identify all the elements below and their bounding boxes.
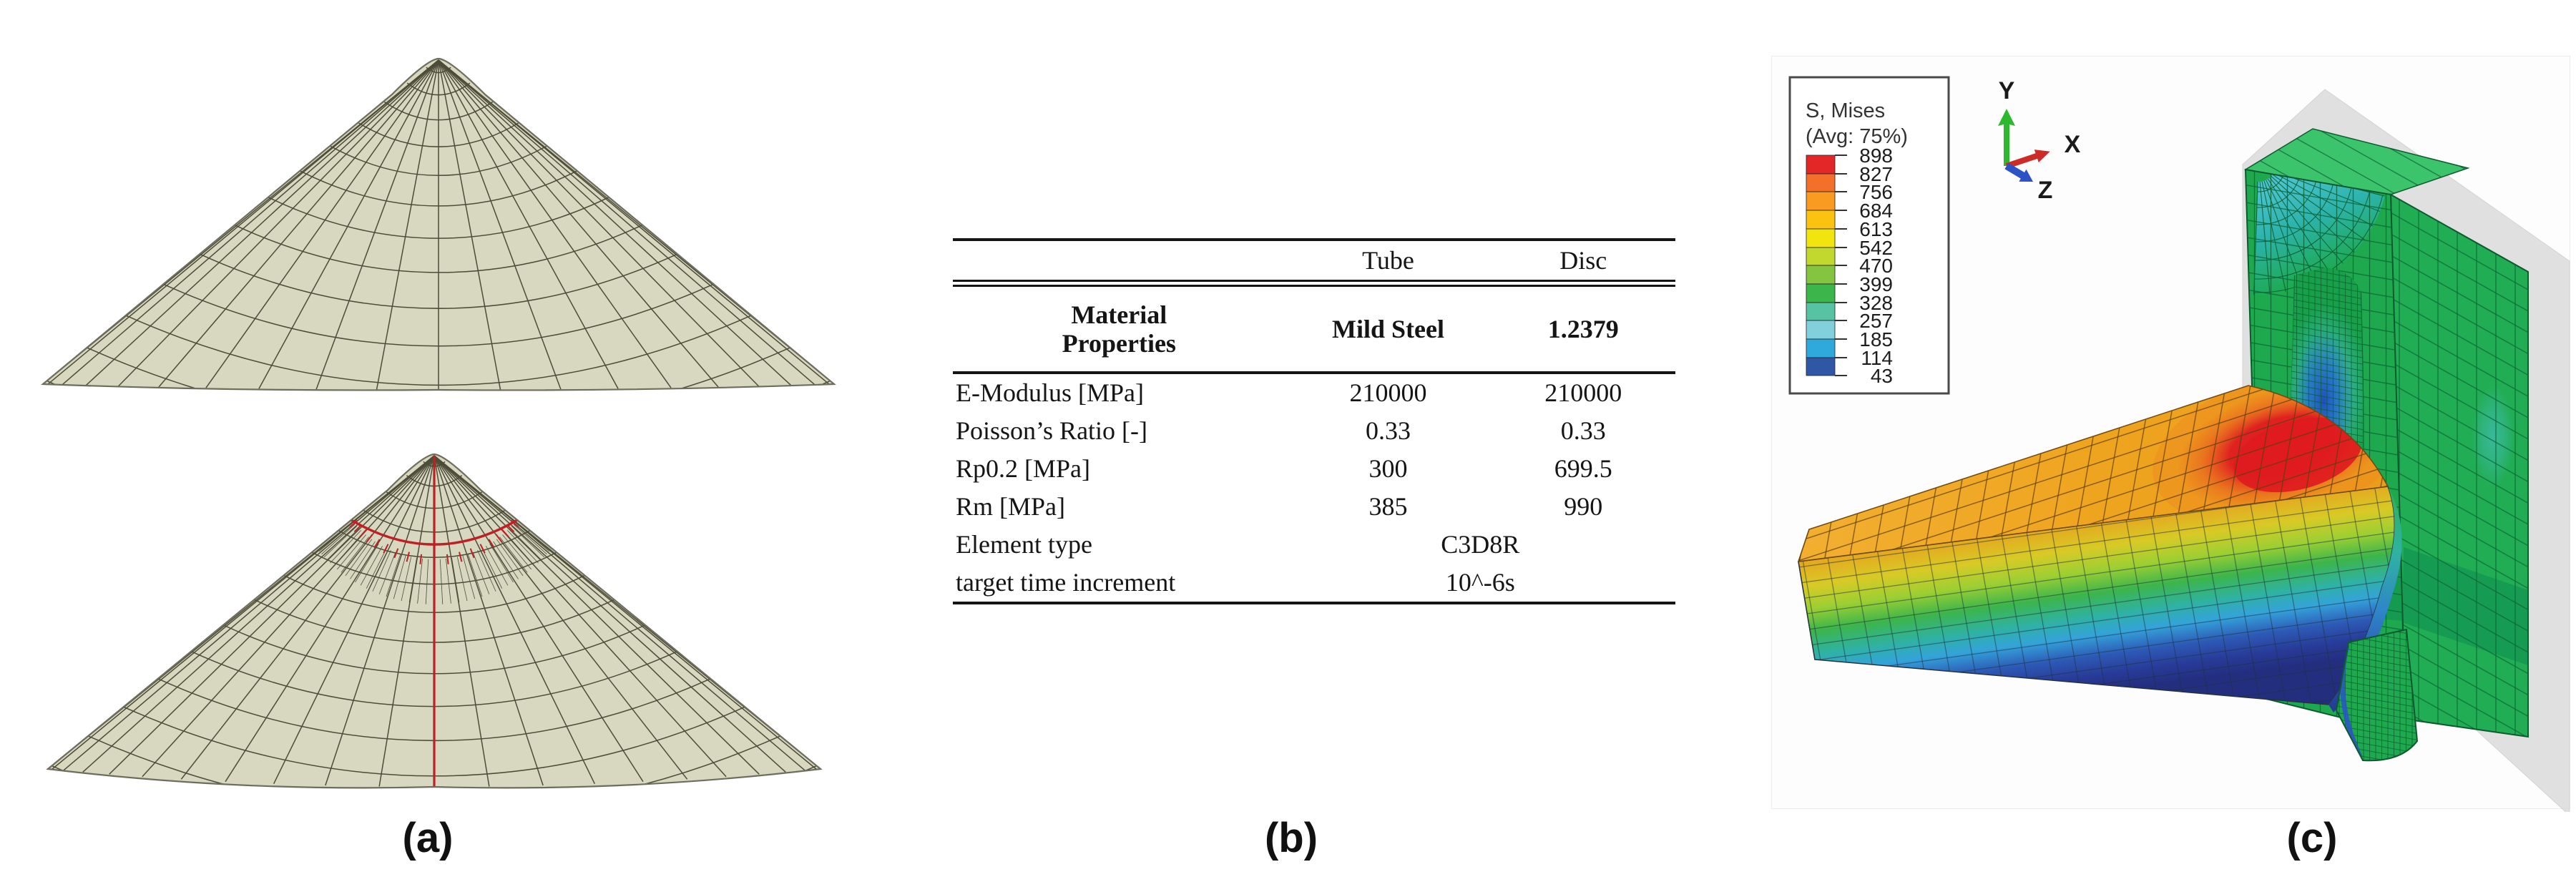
legend-color-band — [1806, 338, 1836, 358]
row-span-value: 10^-6s — [1285, 564, 1675, 604]
legend-tick: 756 — [1859, 181, 1893, 203]
legend-tick: 542 — [1859, 237, 1893, 259]
legend-tick: 328 — [1859, 292, 1893, 314]
legend-tick: 399 — [1859, 273, 1893, 295]
table-header-row: Tube Disc — [953, 238, 1675, 287]
legend-color-band — [1806, 155, 1836, 175]
y-axis-arrow — [1998, 109, 2015, 166]
row-label: Poisson’s Ratio [-] — [956, 416, 1148, 446]
table-row: Rp0.2 [MPa] 300 699.5 — [953, 450, 1675, 488]
legend-title: S, Mises — [1806, 99, 1885, 122]
material-properties-label: Material Properties — [1062, 300, 1176, 358]
fea-stress-model — [1797, 89, 2570, 812]
header-tube: Tube — [1285, 238, 1492, 287]
row-label: E-Modulus [MPa] — [956, 378, 1144, 408]
row-value-tube: 0.33 — [1366, 416, 1411, 446]
legend-color-band — [1806, 283, 1836, 303]
x-axis-label: X — [2065, 131, 2081, 158]
row-value-disc: 699.5 — [1554, 454, 1612, 484]
z-axis-arrow — [2004, 162, 2033, 182]
row-label: Rm [MPa] — [956, 492, 1065, 521]
cone-mesh-undeformed — [41, 57, 836, 391]
row-label: Rp0.2 [MPa] — [956, 454, 1090, 484]
header-disc: Disc — [1491, 238, 1675, 287]
stress-legend: S, Mises (Avg: 75%) 898 827 756 684 613 — [1788, 76, 1950, 395]
row-value-tube: 210000 — [1349, 378, 1427, 408]
row-label: target time increment — [953, 564, 1285, 604]
row-value-disc: 990 — [1564, 492, 1603, 521]
panel-a-cone-meshes — [41, 57, 836, 789]
row-value-disc: 210000 — [1544, 378, 1622, 408]
legend-subtitle: (Avg: 75%) — [1806, 125, 1908, 148]
legend-color-band — [1806, 210, 1836, 230]
legend-tick: 185 — [1859, 328, 1893, 351]
row-value-disc: 0.33 — [1560, 416, 1606, 446]
table-row: target time increment 10^-6s — [953, 564, 1675, 604]
row-label: Element type — [956, 530, 1092, 559]
row-value-tube: 300 — [1368, 454, 1408, 484]
legend-color-band — [1806, 247, 1836, 266]
legend-tick: 613 — [1859, 218, 1893, 240]
legend-tick: 470 — [1859, 255, 1893, 277]
table-row: E-Modulus [MPa] 210000 210000 — [953, 373, 1675, 412]
legend-color-band — [1806, 302, 1836, 321]
legend-tick: 898 — [1859, 144, 1893, 167]
row-value-tube: 385 — [1368, 492, 1408, 521]
row-span-value: C3D8R — [1441, 530, 1520, 559]
legend-color-band — [1806, 228, 1836, 248]
legend-tick-marks — [1835, 155, 1847, 376]
legend-tick: 114 — [1861, 347, 1893, 369]
legend-tick: 684 — [1859, 200, 1893, 222]
legend-tick: 43 — [1871, 365, 1893, 387]
table-row: Element type C3D8R — [953, 526, 1675, 564]
x-axis-arrow — [2005, 150, 2050, 169]
table-row: Rm [MPa] 385 990 — [953, 488, 1675, 526]
legend-tick: 827 — [1859, 163, 1893, 185]
legend-tick-labels: 898 827 756 684 613 542 470 399 328 257 … — [1859, 144, 1893, 387]
table-row: Poisson’s Ratio [-] 0.33 0.33 — [953, 412, 1675, 450]
legend-color-band — [1806, 320, 1836, 340]
legend-tick: 257 — [1859, 310, 1893, 332]
coordinate-triad: Y X Z — [1998, 77, 2081, 204]
legend-color-band — [1806, 265, 1836, 285]
panel-label-b: (b) — [1264, 815, 1318, 861]
disc-side-face — [2389, 193, 2529, 738]
contact-ring-red — [351, 519, 518, 546]
y-axis-label: Y — [1999, 77, 2015, 104]
header-empty-cell — [953, 238, 1285, 287]
tube-material: Mild Steel — [1285, 283, 1492, 374]
panel-label-a: (a) — [402, 815, 454, 861]
legend-color-band — [1806, 173, 1836, 192]
panel-label-c: (c) — [2286, 815, 2338, 861]
tube-bent-lip — [2328, 486, 2402, 712]
disc-material: 1.2379 — [1491, 283, 1675, 374]
z-axis-label: Z — [2038, 177, 2053, 204]
material-properties-table: Tube Disc Material Properties Mild Steel… — [953, 238, 1675, 604]
legend-color-band — [1806, 191, 1836, 211]
table-material-row: Material Properties Mild Steel 1.2379 — [953, 283, 1675, 374]
legend-color-band — [1806, 357, 1836, 376]
cone-mesh-deformed — [46, 453, 823, 789]
